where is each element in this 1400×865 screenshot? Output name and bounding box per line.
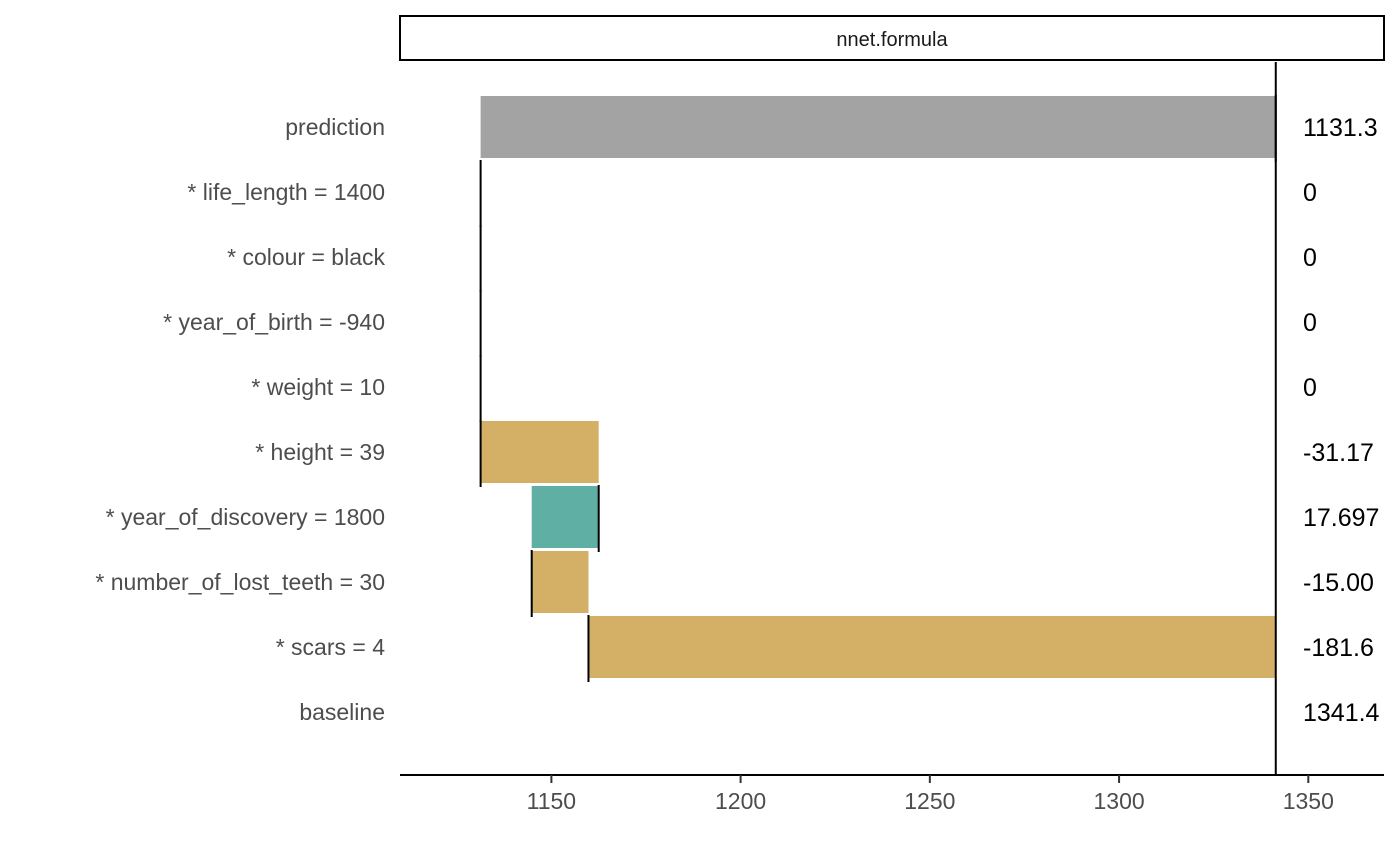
bar-5 xyxy=(480,421,599,483)
bars-layer xyxy=(480,96,1276,678)
category-label-8: * scars = 4 xyxy=(276,634,386,660)
value-label-0: 1131.3 xyxy=(1303,114,1378,142)
panel-title: nnet.formula xyxy=(836,29,948,51)
bar-8 xyxy=(588,616,1276,678)
bar-0 xyxy=(480,96,1276,158)
category-label-9: baseline xyxy=(299,699,385,725)
bar-7 xyxy=(531,551,589,613)
x-tick-label-1: 1200 xyxy=(715,788,766,814)
category-label-4: * weight = 10 xyxy=(251,374,385,400)
x-tick-label-2: 1250 xyxy=(904,788,955,814)
value-labels-layer: 1131.3 0 0 0 0 -31.17 17.697 -15.00 -181.6 1341.4 xyxy=(1303,114,1380,727)
value-label-6: 17.697 xyxy=(1303,504,1379,532)
category-label-1: * life_length = 1400 xyxy=(187,179,385,205)
value-label-9: 1341.4 xyxy=(1303,699,1380,727)
category-label-0: prediction xyxy=(285,114,385,140)
bar-6 xyxy=(531,486,599,548)
value-label-3: 0 xyxy=(1303,309,1317,337)
value-label-7: -15.00 xyxy=(1303,569,1374,597)
category-label-2: * colour = black xyxy=(227,244,385,270)
x-tick-label-4: 1350 xyxy=(1283,788,1334,814)
category-label-5: * height = 39 xyxy=(255,439,385,465)
connectors-layer xyxy=(479,95,1277,682)
value-label-1: 0 xyxy=(1303,179,1317,207)
category-label-7: * number_of_lost_teeth = 30 xyxy=(95,569,385,595)
value-label-4: 0 xyxy=(1303,374,1317,402)
x-tick-label-3: 1300 xyxy=(1093,788,1144,814)
x-tick-label-0: 1150 xyxy=(527,788,576,814)
strip-header xyxy=(399,15,1385,61)
category-labels-layer: prediction * life_length = 1400 * colour =… xyxy=(95,114,385,725)
value-label-5: -31.17 xyxy=(1303,439,1374,467)
category-label-6: * year_of_discovery = 1800 xyxy=(106,504,385,530)
category-label-3: * year_of_birth = -940 xyxy=(163,309,385,335)
value-label-2: 0 xyxy=(1303,244,1317,272)
x-ticks-layer: 1150 1200 1250 1300 1350 xyxy=(527,775,1334,814)
value-label-8: -181.6 xyxy=(1303,634,1374,662)
